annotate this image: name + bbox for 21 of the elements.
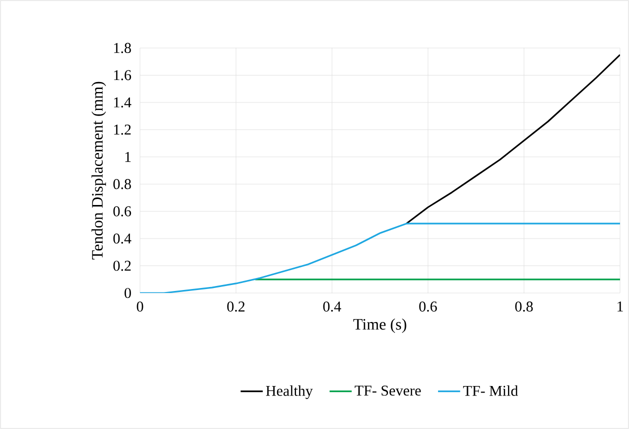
y-tick-label: 1.8 (114, 42, 131, 54)
x-axis-title: Time (s) (353, 318, 406, 333)
y-tick-label: 0 (124, 288, 131, 298)
legend-label: Healthy (266, 385, 313, 399)
y-tick-label: 1.6 (114, 70, 132, 80)
y-tick-label: 1.4 (114, 97, 132, 108)
y-tick-label: 1 (125, 152, 131, 162)
y-tick-label: 0.4 (113, 233, 132, 244)
x-tick-label: 0.8 (515, 302, 533, 312)
x-tick-label: 0 (136, 302, 144, 312)
x-tick-label: 0.2 (227, 302, 245, 312)
x-tick-label: 0.6 (419, 302, 437, 312)
y-axis-title: Tendon Displacement (mm) (92, 82, 106, 260)
y-tick-label: 0.6 (113, 206, 132, 216)
y-tick-label: 0.8 (113, 179, 131, 190)
legend-label: TF- Severe (354, 386, 421, 396)
x-tick-label: 1 (618, 302, 623, 312)
y-tick-label: 1.2 (114, 124, 131, 135)
legend-label: TF- Mild (463, 385, 518, 396)
x-tick-label: 0.4 (323, 302, 342, 312)
y-tick-label: 0.2 (113, 260, 131, 271)
